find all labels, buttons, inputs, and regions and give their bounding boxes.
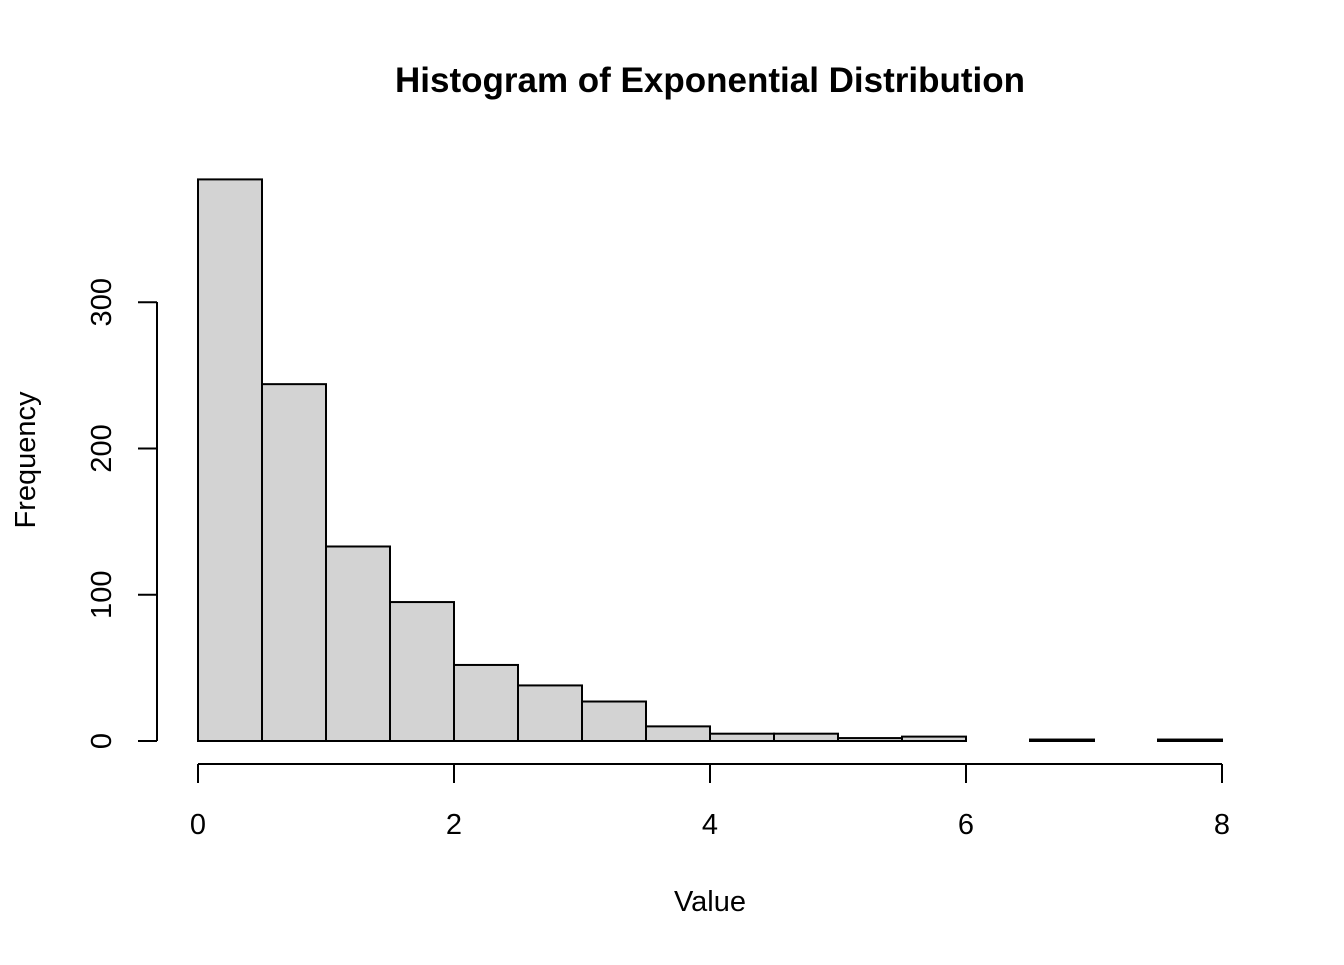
x-tick-label: 6 [958,809,974,841]
x-tick-label: 4 [702,809,718,841]
histogram-bar [517,684,583,742]
histogram-bar [197,178,263,742]
histogram-bar [581,700,647,743]
x-tick-label: 0 [190,809,206,841]
bars-group [197,178,1223,743]
histogram-bar [261,383,327,742]
histogram-bar [453,663,519,743]
histogram-bar [389,601,455,742]
y-axis: 0 100 200 300 [86,278,158,749]
histogram-bar [325,545,391,742]
histogram-bar [901,735,967,742]
x-tick-label: 8 [1214,809,1230,841]
y-tick-label: 0 [86,733,118,749]
x-axis: 0 2 4 6 8 [190,763,1230,841]
y-tick-label: 300 [86,278,118,326]
x-axis-title: Value [674,886,746,918]
histogram-bar [837,737,903,743]
x-tick-label: 2 [446,809,462,841]
y-tick-label: 200 [86,424,118,472]
histogram-bar [645,725,711,742]
histogram-bar [1029,738,1095,742]
histogram-bar [709,732,775,742]
y-tick-label: 100 [86,571,118,619]
chart-title: Histogram of Exponential Distribution [395,61,1025,100]
y-axis-title: Frequency [10,391,42,529]
histogram-bar [1157,738,1223,742]
histogram-bar [773,732,839,742]
